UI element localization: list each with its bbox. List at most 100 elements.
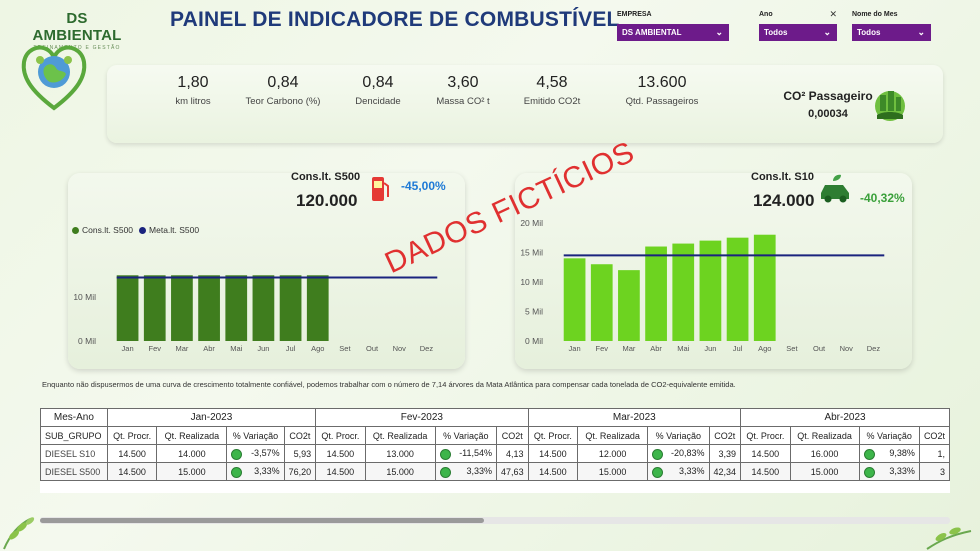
row-group-label: DIESEL S10 <box>40 444 108 463</box>
y-tick-label: 15 Mil <box>520 247 543 257</box>
x-tick-label: Mar <box>622 344 635 353</box>
chevron-down-icon: ⌄ <box>715 27 723 37</box>
bar <box>618 270 640 341</box>
table-cell: 1, <box>918 444 950 463</box>
clear-filter-icon[interactable]: ✕ <box>829 8 837 19</box>
column-header[interactable]: CO2t <box>496 426 529 445</box>
table-cell: 4,13 <box>496 444 529 463</box>
filter-empresa-value: DS AMBIENTAL <box>622 28 682 37</box>
x-tick-label: Jul <box>286 344 296 353</box>
bar <box>699 240 722 341</box>
fuel-pump-icon <box>372 177 389 201</box>
bar <box>198 275 220 341</box>
filter-ano: Ano ✕ Todos ⌄ <box>759 8 837 41</box>
chart-pct-change: -45,00% <box>401 179 446 193</box>
bar <box>171 275 193 341</box>
column-header[interactable]: Qt. Procr. <box>315 426 366 445</box>
x-tick-label: Ago <box>758 344 771 353</box>
column-header[interactable]: Qt. Procr. <box>740 426 791 445</box>
chart-card-s500: Cons.lt. S500 120.000 -45,00% Cons.lt. S… <box>68 171 465 369</box>
co2-passageiro-value: 0,00034 <box>808 108 848 120</box>
kpi-label: Qtd. Passageiros <box>625 96 699 107</box>
globe-heart-logo-icon <box>21 45 87 111</box>
filter-ano-dropdown[interactable]: Todos ⌄ <box>759 24 837 41</box>
table-cell: 76,20 <box>283 462 317 481</box>
column-header[interactable]: % Variação <box>226 426 285 445</box>
variation-cell: -3,57% <box>226 444 285 463</box>
filter-empresa-dropdown[interactable]: DS AMBIENTAL ⌄ <box>617 24 729 41</box>
column-header[interactable]: CO2t <box>283 426 317 445</box>
table-cell: 14.500 <box>740 444 791 463</box>
month-header: Fev-2023 <box>315 408 529 427</box>
matrix-table[interactable]: Mes-Ano Jan-2023 Fev-2023 Mar-2023 Abr-2… <box>40 408 950 493</box>
x-tick-label: Jul <box>733 344 743 353</box>
table-cell: 14.500 <box>106 462 158 481</box>
variation-cell: 3,33% <box>647 462 710 481</box>
bar <box>116 275 139 341</box>
column-header[interactable]: Qt. Procr. <box>106 426 158 445</box>
filter-ano-label: Ano <box>759 10 773 18</box>
co2-passageiro-label: CO² Passageiro <box>783 89 873 103</box>
kpi-dencidade: 0,84 Dencidade <box>347 74 409 107</box>
table-cell: 15.000 <box>364 462 436 481</box>
table-cell: 14.000 <box>156 444 228 463</box>
column-header[interactable]: Qt. Procr. <box>527 426 579 445</box>
kpi-label: Dencidade <box>355 96 401 107</box>
cell-value: 9,38% <box>889 447 915 458</box>
kpi-label: Massa CO² t <box>436 96 490 107</box>
y-tick-label: 0 Mil <box>525 336 543 346</box>
chart-title: Cons.lt. S500 <box>291 171 361 183</box>
x-tick-label: Jan <box>122 344 134 353</box>
column-header[interactable]: Qt. Realizada <box>789 426 860 445</box>
filter-mes-dropdown[interactable]: Todos ⌄ <box>852 24 931 41</box>
kpi-passageiros: 13.600 Qtd. Passageiros <box>617 74 707 107</box>
status-indicator-icon <box>439 466 451 478</box>
table-cell: 14.500 <box>106 444 158 463</box>
x-tick-label: Out <box>813 344 826 353</box>
column-header[interactable]: CO2t <box>708 426 742 445</box>
column-header[interactable]: % Variação <box>647 426 710 445</box>
horizontal-scroll-track[interactable] <box>40 517 950 524</box>
table-cell: 12.000 <box>577 444 649 463</box>
filter-mes: Nome do Mes Todos ⌄ <box>852 8 931 41</box>
kpi-label: Teor Carbono (%) <box>245 96 321 107</box>
filter-mes-value: Todos <box>857 28 881 37</box>
y-tick-label: 10 Mil <box>73 292 96 302</box>
status-indicator-icon <box>652 448 664 460</box>
column-header[interactable]: % Variação <box>858 426 920 445</box>
status-indicator-icon <box>652 466 664 478</box>
kpi-panel: 1,80 km litros 0,84 Teor Carbono (%) 0,8… <box>107 65 943 143</box>
x-tick-label: Set <box>339 344 351 353</box>
column-header[interactable]: Qt. Realizada <box>577 426 649 445</box>
bar <box>726 237 749 341</box>
chart-card-s10: Cons.lt. S10 124.000 -40,32% 0 Mil 5 Mil 1… <box>515 171 912 369</box>
table-cell: 16.000 <box>789 444 860 463</box>
cell-value: -11,54% <box>459 447 493 458</box>
kpi-value: 0,84 <box>267 74 299 91</box>
table-cell: 42,34 <box>708 462 742 481</box>
month-header: Abr-2023 <box>740 408 950 427</box>
chart-s10-plot: 0 Mil 5 Mil 10 Mil 15 Mil 20 Mil Jan Fev Mar Abr… <box>520 218 885 353</box>
x-tick-label: Out <box>366 344 379 353</box>
status-indicator-icon <box>231 448 243 460</box>
table-cell: 15.000 <box>789 462 860 481</box>
column-header[interactable]: Qt. Realizada <box>156 426 228 445</box>
legend-label: Meta.lt. S500 <box>149 225 200 235</box>
horizontal-scrollbar-thumb[interactable] <box>40 518 484 523</box>
footnote: Enquanto não dispusermos de uma curva de… <box>42 380 736 389</box>
cell-value: 3,33% <box>466 465 493 476</box>
x-tick-label: Dez <box>420 344 434 353</box>
bar <box>645 246 667 341</box>
x-tick-label: Jun <box>257 344 269 353</box>
column-header[interactable]: CO2t <box>918 426 950 445</box>
column-header[interactable]: % Variação <box>434 426 498 445</box>
matrix: Mes-Ano Jan-2023 Fev-2023 Mar-2023 Abr-2… <box>40 408 950 481</box>
table-row[interactable]: DIESEL S10 14.500 14.000 -3,57% 5,93 14.500 13… <box>40 444 950 463</box>
kpi-massa-co2: 3,60 Massa CO² t <box>429 74 497 107</box>
x-tick-label: Nov <box>840 344 854 353</box>
column-header[interactable]: Qt. Realizada <box>364 426 436 445</box>
filter-ano-value: Todos <box>764 28 788 37</box>
table-row[interactable]: DIESEL S500 14.500 15.000 3,33% 76,20 14.500 1… <box>40 462 950 481</box>
table-cell: 14.500 <box>740 462 791 481</box>
status-indicator-icon <box>863 448 875 460</box>
